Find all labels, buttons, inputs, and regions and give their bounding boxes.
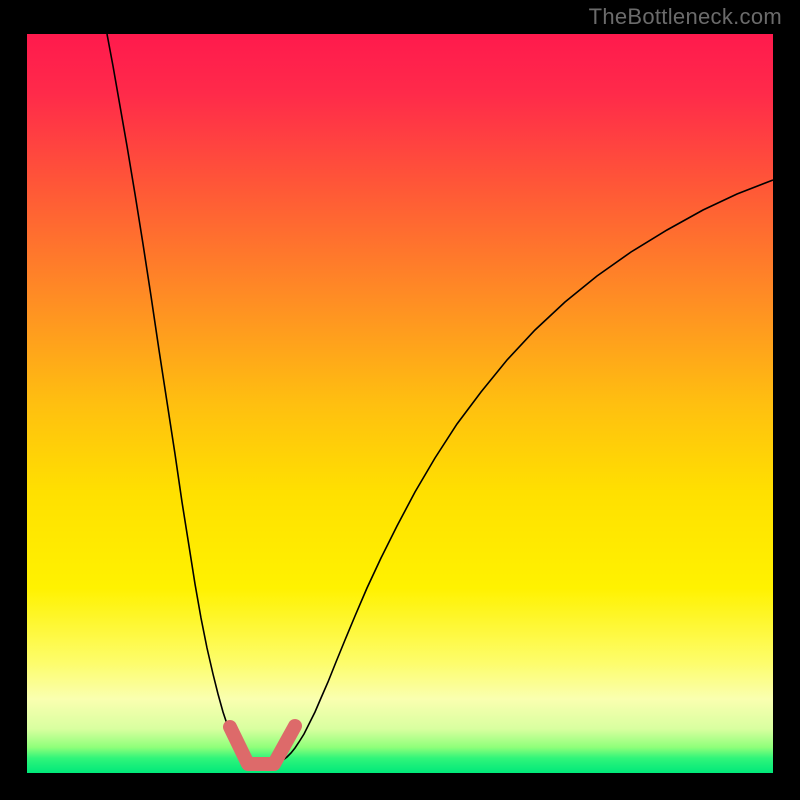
watermark-text: TheBottleneck.com <box>589 4 782 30</box>
curve-layer <box>27 34 773 773</box>
plot-area <box>27 34 773 773</box>
bottleneck-curve <box>107 34 773 767</box>
